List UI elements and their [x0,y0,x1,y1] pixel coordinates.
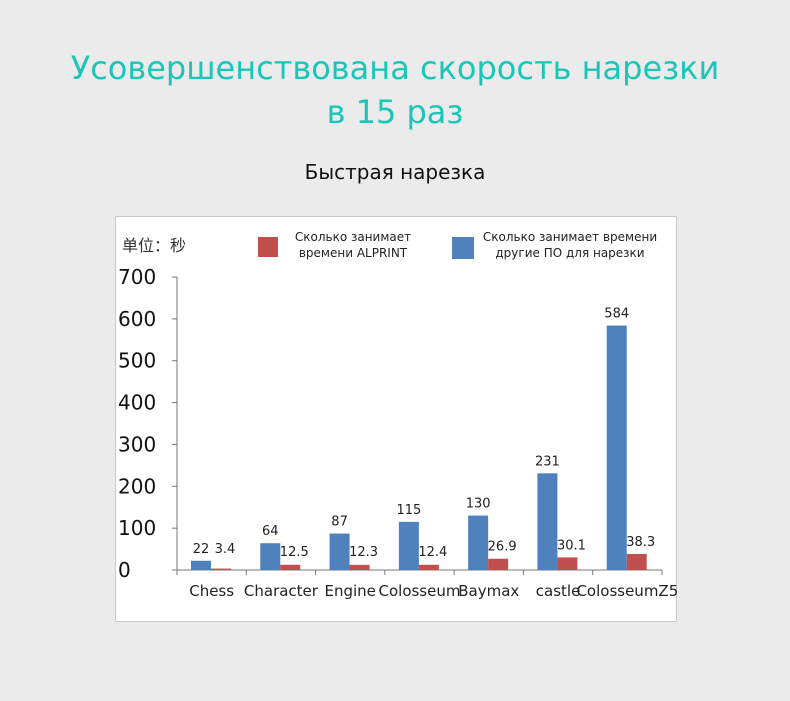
bar-other-castle [537,473,558,570]
data-label-other: 22 [193,542,210,557]
page-title-line-2: в 15 раз [326,93,464,131]
bar-alprint-colosseumz5 [626,553,647,570]
data-label-other: 64 [262,524,279,539]
y-tick-label: 500 [118,349,156,373]
bar-alprint-chess [211,568,231,570]
y-tick-label: 300 [118,432,156,456]
legend-swatch-other [452,237,474,259]
x-tick-label: Character [244,582,319,600]
legend-label-other-line-2: другие ПО для нарезки [495,246,644,260]
bar-alprint-colosseum [418,564,439,570]
legend-swatch-alprint [258,237,278,257]
legend-label-alprint-line-2: времени ALPRINT [299,246,408,260]
chart-panel: 单位：秒 Сколько занимает времени ALPRINT Ск… [115,216,678,622]
legend-label-other-line-1: Сколько занимает времени [483,230,657,244]
bar-alprint-castle [557,557,578,570]
x-tick-label: castle [536,582,581,600]
bar-other-colosseum [398,521,419,570]
x-tick-label: Colosseum [379,582,461,600]
data-label-alprint: 12.4 [418,545,447,560]
bar-other-character [260,543,281,570]
y-tick-label: 400 [118,391,156,415]
bar-alprint-engine [349,564,370,570]
page-title-line-1: Усовершенствована скорость нарезки [70,49,720,87]
legend-label-alprint-line-1: Сколько занимает [295,230,411,244]
bar-alprint-baymax [488,558,509,570]
y-tick-label: 700 [118,265,156,289]
bar-other-baymax [468,515,489,570]
bar-chart: 单位：秒 Сколько занимает времени ALPRINT Ск… [118,230,678,600]
x-tick-label: Baymax [458,582,519,600]
unit-label: 单位：秒 [122,236,186,255]
y-tick-label: 100 [118,516,156,540]
data-label-other: 584 [604,307,629,322]
data-label-alprint: 3.4 [215,542,236,557]
data-label-other: 231 [535,454,560,469]
bar-other-engine [329,533,350,570]
data-label-alprint: 38.3 [626,535,655,550]
bar-alprint-character [280,564,301,570]
y-tick-label: 0 [118,558,131,582]
legend: Сколько занимает времени ALPRINT Сколько… [258,230,657,260]
chart-subtitle: Быстрая нарезка [304,160,486,184]
y-tick-label: 600 [118,307,156,331]
data-label-other: 87 [331,515,348,530]
bar-other-colosseumz5 [606,325,627,570]
y-tick-label: 200 [118,474,156,498]
data-label-other: 115 [396,503,421,518]
x-tick-label: Chess [189,582,234,600]
data-label-alprint: 12.3 [349,545,378,560]
data-label-alprint: 12.5 [280,545,309,560]
bar-other-chess [191,560,211,570]
x-tick-label: Engine [325,582,376,600]
data-label-alprint: 26.9 [488,540,517,555]
data-label-other: 130 [466,497,491,512]
data-label-alprint: 30.1 [557,538,586,553]
x-tick-label: ColosseumZ5 [576,582,678,600]
